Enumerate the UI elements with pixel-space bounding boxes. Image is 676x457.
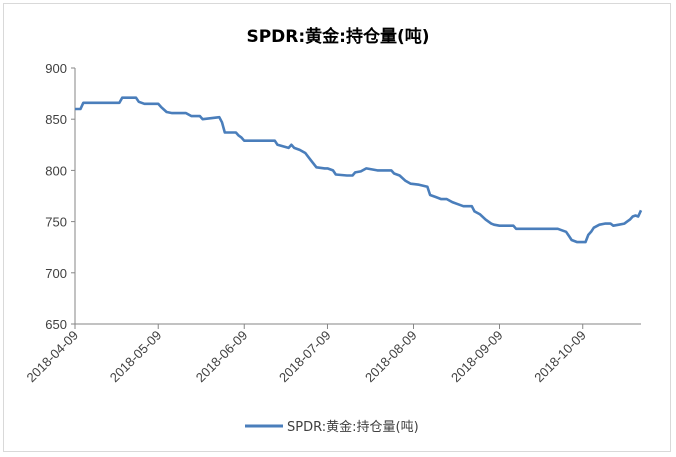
x-tick-label: 2018-04-09 (23, 328, 81, 386)
legend: SPDR:黄金:持仓量(吨) (245, 419, 419, 435)
x-tick-label: 2018-08-09 (362, 328, 420, 386)
x-tick-label: 2018-10-09 (531, 328, 589, 386)
chart-title: SPDR:黄金:持仓量(吨) (246, 26, 429, 47)
y-tick-label: 650 (45, 317, 67, 332)
chart-frame (3, 3, 671, 452)
y-tick-label: 800 (45, 163, 67, 178)
x-tick-label: 2018-07-09 (276, 328, 334, 386)
x-tick-label: 2018-09-09 (448, 328, 506, 386)
y-tick-label: 850 (45, 112, 67, 127)
y-axis-ticks: 650 700 750 800 850 900 (45, 61, 75, 332)
series-line (75, 96, 643, 244)
x-tick-label: 2018-05-09 (107, 328, 165, 386)
y-tick-label: 900 (45, 61, 67, 76)
y-tick-label: 750 (45, 215, 67, 230)
x-tick-label: 2018-06-09 (193, 328, 251, 386)
y-tick-label: 700 (45, 266, 67, 281)
legend-series-label: SPDR:黄金:持仓量(吨) (287, 419, 419, 435)
series-layer (75, 96, 643, 244)
x-axis-ticks: 2018-04-09 2018-05-09 2018-06-09 2018-07-09… (23, 324, 589, 386)
